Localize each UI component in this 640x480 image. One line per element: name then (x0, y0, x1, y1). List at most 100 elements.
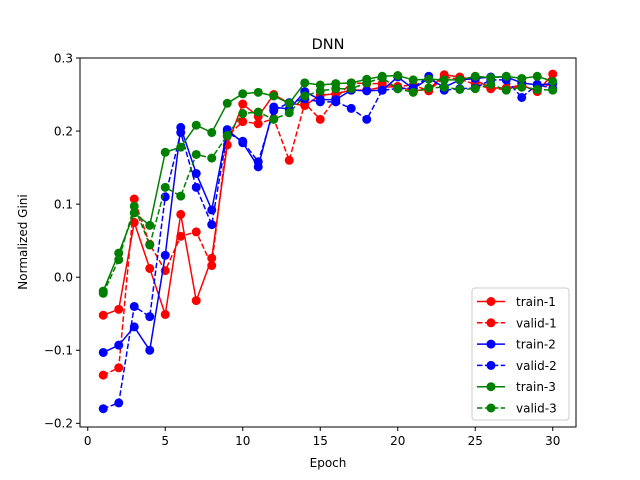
data-point-valid-3-20 (393, 84, 403, 94)
legend-marker-train-2 (486, 339, 496, 349)
data-point-train-3-14 (300, 78, 310, 88)
data-point-valid-3-9 (222, 130, 232, 140)
data-point-train-3-23 (439, 75, 449, 85)
data-point-valid-1-1 (98, 370, 108, 380)
data-point-valid-3-4 (145, 240, 155, 250)
data-point-train-3-11 (253, 87, 263, 97)
data-point-valid-3-12 (269, 114, 279, 124)
data-point-valid-2-6 (176, 128, 186, 138)
plot-series (98, 69, 558, 414)
data-point-valid-3-15 (315, 86, 325, 96)
data-point-train-3-20 (393, 71, 403, 81)
data-point-valid-2-8 (207, 220, 217, 230)
data-point-valid-2-28 (517, 92, 527, 102)
data-point-valid-3-10 (238, 109, 248, 119)
data-point-train-1-1 (98, 310, 108, 320)
data-point-train-3-29 (532, 71, 542, 81)
data-point-train-3-27 (501, 71, 511, 81)
data-point-valid-3-22 (424, 83, 434, 93)
data-point-train-3-13 (284, 98, 294, 108)
series-valid-3 (98, 73, 558, 298)
data-point-valid-1-6 (176, 231, 186, 241)
data-point-valid-1-7 (191, 227, 201, 237)
data-point-train-3-9 (222, 98, 232, 108)
data-point-valid-3-28 (517, 82, 527, 92)
data-point-train-3-7 (191, 120, 201, 130)
data-point-train-2-18 (362, 86, 372, 96)
data-point-train-3-28 (517, 73, 527, 83)
x-tick-label: 25 (468, 434, 483, 448)
data-point-train-3-5 (160, 147, 170, 157)
data-point-valid-2-19 (377, 85, 387, 95)
data-point-train-1-5 (160, 309, 170, 319)
data-point-valid-1-3 (129, 194, 139, 204)
data-point-train-3-24 (455, 75, 465, 85)
data-point-valid-3-30 (548, 85, 558, 95)
data-point-valid-3-18 (362, 78, 372, 88)
data-point-train-1-6 (176, 209, 186, 219)
y-axis-label: Normalized Gini (16, 194, 30, 289)
data-point-train-1-30 (548, 69, 558, 79)
x-tick-label: 0 (84, 434, 92, 448)
data-point-train-3-21 (408, 75, 418, 85)
data-point-valid-2-1 (98, 404, 108, 414)
data-point-valid-2-16 (331, 97, 341, 107)
legend-entry-valid-1: valid-1 (477, 316, 557, 330)
data-point-valid-2-2 (114, 398, 124, 408)
data-point-train-1-4 (145, 263, 155, 273)
data-point-valid-3-3 (129, 201, 139, 211)
data-point-valid-3-29 (532, 84, 542, 94)
data-point-valid-1-11 (253, 119, 263, 129)
plot-frame (79, 57, 577, 428)
legend: train-1 valid-1 train-2 valid-2 train-3 valid… (471, 287, 570, 421)
data-point-valid-1-8 (207, 261, 217, 271)
data-point-valid-2-4 (145, 312, 155, 322)
data-point-train-3-6 (176, 142, 186, 152)
data-point-valid-3-7 (191, 149, 201, 159)
data-point-train-1-7 (191, 296, 201, 306)
x-tick-label: 15 (313, 434, 328, 448)
data-point-valid-3-16 (331, 84, 341, 94)
y-tick-label: −0.2 (44, 417, 73, 431)
data-point-valid-3-25 (470, 84, 480, 94)
data-point-valid-1-10 (238, 117, 248, 127)
data-point-valid-3-1 (98, 288, 108, 298)
data-point-valid-3-11 (253, 107, 263, 117)
x-tick-label: 30 (545, 434, 560, 448)
x-tick-label: 20 (390, 434, 405, 448)
data-point-train-3-4 (145, 220, 155, 230)
data-point-train-3-26 (486, 73, 496, 83)
data-point-valid-3-21 (408, 87, 418, 97)
data-point-train-3-2 (114, 248, 124, 258)
data-point-train-1-2 (114, 304, 124, 314)
legend-marker-train-3 (486, 382, 496, 392)
data-point-train-3-10 (238, 89, 248, 99)
data-point-train-3-12 (269, 91, 279, 101)
x-axis-label: Epoch (310, 456, 347, 470)
data-point-train-2-5 (160, 250, 170, 260)
data-point-valid-2-10 (238, 136, 248, 146)
data-point-valid-3-26 (486, 79, 496, 89)
series-train-3 (98, 71, 558, 296)
legend-label-valid-2: valid-2 (516, 359, 557, 373)
data-point-valid-2-7 (191, 182, 201, 192)
data-point-train-3-8 (207, 128, 217, 138)
data-point-valid-2-15 (315, 97, 325, 107)
chart-title: DNN (312, 37, 345, 53)
data-point-train-2-7 (191, 168, 201, 178)
y-axis: −0.2 −0.1 0.0 0.1 0.2 0.3 (44, 51, 80, 431)
data-point-valid-3-14 (300, 91, 310, 101)
data-point-train-2-2 (114, 340, 124, 350)
data-point-train-3-25 (470, 71, 480, 81)
y-tick-label: −0.1 (44, 344, 73, 358)
y-tick-label: 0.1 (54, 197, 73, 211)
data-point-valid-3-17 (346, 84, 356, 94)
legend-entry-train-3: train-3 (477, 380, 556, 394)
data-point-valid-3-2 (114, 255, 124, 265)
data-point-valid-3-19 (377, 73, 387, 83)
data-point-valid-3-23 (439, 82, 449, 92)
data-point-valid-2-11 (253, 157, 263, 167)
y-tick-label: 0.0 (54, 271, 73, 285)
data-point-valid-1-2 (114, 363, 124, 373)
